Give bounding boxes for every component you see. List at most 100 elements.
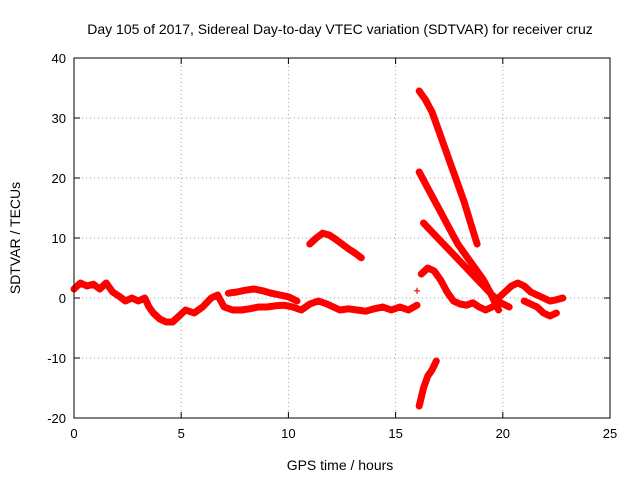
data-point [429,367,436,373]
data-point [540,295,547,301]
data-point [405,307,412,313]
data-point [330,304,337,310]
data-point [424,373,431,379]
data-point [441,145,448,151]
data-point [345,305,352,312]
data-point [251,286,258,292]
data-point [116,293,123,300]
series-trace [415,357,440,410]
data-point [553,296,560,303]
data-point [90,281,97,288]
series-track-2 [224,285,301,305]
data-point [199,304,206,310]
data-point [553,310,560,316]
data-point [461,199,468,205]
data-point [482,307,489,313]
data-point [546,313,553,319]
data-point [514,280,521,286]
data-point [122,298,129,304]
x-tick-label: 20 [496,426,510,441]
data-point [332,236,339,243]
data-point [326,232,333,238]
data-point [454,181,461,187]
data-point [422,97,429,103]
data-point [448,229,455,235]
y-tick-label: -10 [47,351,66,366]
data-point [103,280,110,286]
series-track-9 [495,279,567,305]
data-point [546,298,553,304]
data-point [495,307,502,313]
data-point [191,310,198,316]
data-point [298,307,305,313]
data-point [450,298,457,304]
data-point [354,307,361,313]
data-point [246,305,253,312]
data-point [259,287,266,294]
data-point [229,307,236,313]
y-axis-label: SDTVAR / TECUs [7,182,23,294]
grid-lines [74,58,610,418]
y-tick-label: 30 [52,111,66,126]
data-point [208,295,215,301]
data-point [289,304,296,310]
data-point [454,256,461,262]
data-point [156,316,163,322]
data-point [141,295,148,301]
data-point [420,385,427,391]
data-point [508,283,515,289]
data-point [233,289,240,295]
x-tick-label: 25 [603,426,617,441]
data-point [456,301,463,307]
data-point [431,268,438,274]
data-point [221,304,228,310]
data-point [396,304,403,310]
data-point [96,286,103,292]
y-tick-label: 10 [52,231,66,246]
series-track-6 [420,219,513,311]
data-point [414,302,421,309]
data-point [379,304,386,310]
data-point [474,241,481,247]
data-point [163,319,170,325]
x-axis-label: GPS time / hours [287,457,394,473]
series-track-3 [306,229,365,262]
data-point [474,268,481,274]
data-point [351,250,358,256]
data-point [433,358,440,364]
data-point [559,295,566,301]
data-point [429,193,436,199]
data-point [281,302,288,309]
data-point [444,289,451,295]
data-point [255,304,262,310]
data-point [416,403,423,409]
data-point [77,280,84,286]
chart-title: Day 105 of 2017, Sidereal Day-to-day VTE… [87,21,593,37]
data-point [176,313,183,319]
data-point [435,127,442,133]
data-point [146,304,153,310]
data-point [345,245,352,252]
data-point [429,229,436,235]
data-point [437,238,444,244]
data-point [416,169,423,175]
data-point [276,292,283,298]
data-point [416,88,423,94]
data-point [489,292,496,298]
data-point [242,287,249,294]
data-point [182,307,189,313]
data-point [420,220,427,226]
data-point [521,298,528,304]
data-point [527,301,534,307]
data-point [358,254,365,261]
data-point [128,295,135,301]
data-point [448,163,455,169]
data-point [469,299,476,306]
data-point [371,305,378,312]
y-tick-label: 0 [59,291,66,306]
data-point [135,298,142,304]
data-point [437,277,444,283]
data-point [293,298,300,304]
y-tick-label: 40 [52,51,66,66]
data-point [336,307,343,313]
